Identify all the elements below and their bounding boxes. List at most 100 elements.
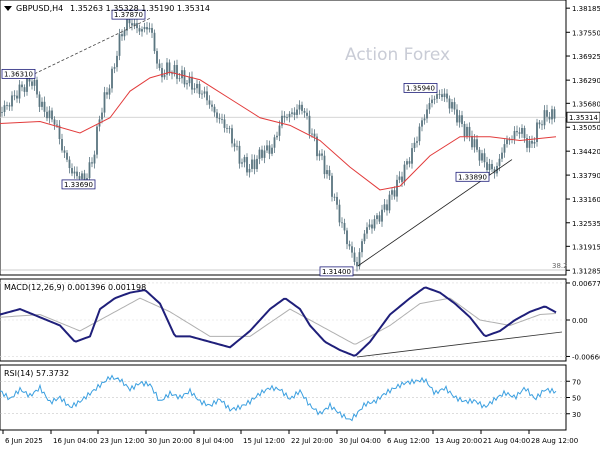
rsi-tick-label: 50 [572,395,581,403]
candle-body [118,34,121,56]
symbol-title: GBPUSD,H4 [16,4,63,13]
candle-body [553,109,556,119]
candle-body [426,109,428,119]
candle-body [466,126,468,137]
price-tick-label: 1.32535 [572,220,600,228]
collapse-icon[interactable] [4,6,12,11]
candle-body [546,110,548,117]
candle-body [216,112,218,119]
candle-body [296,109,298,115]
rsi-line [0,374,557,422]
moving-average-line [0,71,557,191]
candle-body [338,204,341,223]
candle-body [423,118,426,121]
candle-body [193,88,196,90]
price-annotation-label: 1.33690 [64,181,93,189]
price-annotation-box [111,9,146,20]
candle-body [491,163,493,170]
candle-body [188,76,191,84]
candle-body [431,99,433,104]
candle-body [208,100,211,105]
price-annotation-label: 1.35940 [406,84,435,92]
candle-body [443,93,446,98]
rsi-axis: 70 50 30 [566,378,581,419]
candle-body [93,154,96,164]
candle-body [253,159,256,170]
candle-body [86,178,88,180]
macd-tick-label: -0.006667 [572,353,600,361]
candle-body [538,122,541,125]
price-tick-label: 1.33160 [572,196,600,204]
time-tick-label: 16 Jun 04:00 [53,437,97,445]
candle-body [548,116,551,120]
price-annotations: 1.36310 1.37870 1.33690 1.31400 1.35940 1.338… [1,9,490,277]
candle-body [161,67,163,78]
candle-body [126,17,128,31]
candle-body [241,162,243,164]
candle-body [468,126,471,136]
candle-body [28,77,31,82]
candle-body [171,73,173,75]
candle-body [123,30,126,37]
candle-body [276,135,278,138]
candle-body [353,252,356,262]
candle-body [418,126,421,142]
candle-body [303,110,306,113]
candle-body [331,175,333,197]
price-annotation-label: 1.36310 [4,70,33,78]
candle-body [406,161,408,165]
candle-body [478,149,481,161]
candle-body [56,124,58,126]
candle-body [16,95,18,99]
candle-body [498,158,501,166]
price-annotation-label: 1.33890 [458,173,487,181]
candle-body [488,163,491,171]
candle-body [298,104,301,110]
candle-body [71,168,73,174]
time-tick-label: 6 Aug 12:00 [387,437,430,445]
candle-body [528,140,531,148]
candle-body [61,139,63,151]
candle-body [36,79,38,95]
candle-body [543,110,546,126]
candle-body [503,144,506,153]
candle-body [288,113,291,118]
candle-body [121,34,123,37]
candle-body [408,161,411,164]
candle-body [273,137,276,148]
time-tick-label: 6 Jun 2025 [5,437,43,445]
candle-body [223,119,226,128]
time-tick-label: 15 Jul 12:00 [243,437,285,445]
candle-body [206,91,208,101]
fib-level-label: 38.2 [552,262,568,270]
candle-body [1,112,3,113]
candle-body [368,224,371,228]
candle-body [396,179,398,197]
candle-body [486,162,488,171]
candle-body [246,157,248,173]
price-tick-label: 1.35050 [572,124,600,132]
candle-body [116,55,118,68]
candle-body [58,125,61,140]
candle-body [83,173,86,180]
candle-body [101,112,103,120]
candle-body [73,171,76,174]
candle-body [428,103,431,110]
candle-body [103,92,106,113]
candle-body [508,139,511,141]
candle-body [43,101,46,112]
rsi-label: RSI(14) 57.3732 [4,369,69,378]
candle-body [181,70,183,79]
candle-body [63,150,66,153]
candle-body [51,110,53,120]
time-tick-label: 23 Jun 12:00 [100,437,144,445]
price-grid [0,116,566,271]
candle-body [481,153,483,161]
candle-body [238,145,241,164]
candle-body [108,88,111,95]
candle-body [346,230,348,245]
candle-body [366,227,368,234]
candle-body [293,112,296,115]
candle-body [371,224,373,229]
